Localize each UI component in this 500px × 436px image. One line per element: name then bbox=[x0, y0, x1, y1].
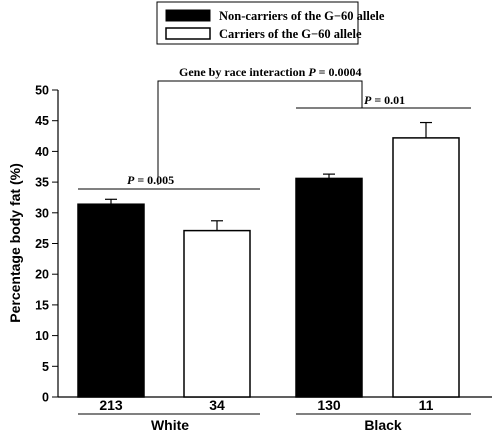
legend-label-noncarriers: Non-carriers of the G−60 allele bbox=[219, 9, 385, 23]
y-tick-label-25: 25 bbox=[35, 237, 49, 251]
y-tick-label-30: 30 bbox=[35, 206, 49, 220]
n-label-0-0: 213 bbox=[99, 397, 123, 413]
n-label-1-0: 34 bbox=[209, 397, 225, 413]
bar-0-1 bbox=[295, 177, 363, 398]
y-tick-label-15: 15 bbox=[35, 298, 49, 312]
n-label-0-1: 130 bbox=[317, 397, 341, 413]
y-tick-label-45: 45 bbox=[35, 114, 49, 128]
bar-0-0 bbox=[77, 203, 145, 398]
y-tick-label-20: 20 bbox=[35, 268, 49, 282]
y-tick-label-10: 10 bbox=[35, 329, 49, 343]
y-axis-ticks: 0 5 10 15 20 25 30 35 40 45 50 bbox=[35, 84, 58, 405]
legend-swatch-noncarriers bbox=[165, 9, 211, 22]
bars bbox=[77, 121, 460, 398]
interaction-annotation: Gene by race interaction P = 0.0004 bbox=[179, 65, 362, 79]
y-tick-label-50: 50 bbox=[35, 84, 49, 98]
legend-swatch-carriers bbox=[165, 27, 211, 40]
y-tick-label-35: 35 bbox=[35, 176, 49, 190]
y-tick-label-40: 40 bbox=[35, 145, 49, 159]
group-label-white: White bbox=[151, 417, 189, 433]
legend: Non-carriers of the G−60 allele Carriers… bbox=[156, 1, 385, 45]
interaction-bracket bbox=[157, 80, 363, 185]
x-axis-labels: 213 130 34 11 bbox=[99, 397, 433, 413]
n-label-1-1: 11 bbox=[419, 397, 434, 413]
bar-1-1 bbox=[392, 137, 460, 398]
group-label-black: Black bbox=[364, 417, 402, 433]
y-axis-label: Percentage body fat (%) bbox=[7, 163, 23, 322]
y-tick-label-0: 0 bbox=[42, 391, 49, 405]
y-tick-label-5: 5 bbox=[42, 360, 49, 374]
legend-label-carriers: Carriers of the G−60 allele bbox=[219, 27, 362, 41]
bar-1-0 bbox=[183, 229, 251, 398]
black-p-value: P = 0.01 bbox=[364, 93, 405, 107]
white-p-value: P = 0.005 bbox=[127, 173, 174, 187]
